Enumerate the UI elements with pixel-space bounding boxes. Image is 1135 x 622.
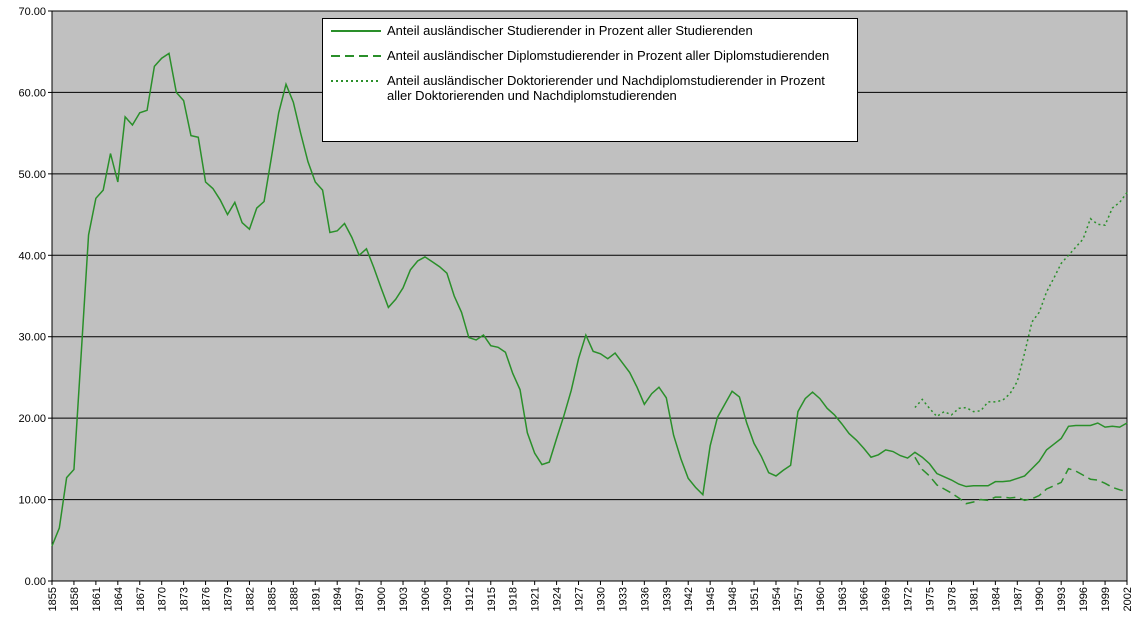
x-tick-label: 1969 xyxy=(881,587,893,611)
legend-label: Anteil ausländischer Diplomstudierender … xyxy=(387,48,830,63)
x-tick-label: 1882 xyxy=(244,587,256,611)
legend-label: Anteil ausländischer Doktorierender und … xyxy=(387,73,825,103)
x-tick-label: 1894 xyxy=(332,587,344,611)
x-tick-label: 1876 xyxy=(201,587,213,611)
x-tick-label: 1897 xyxy=(354,587,366,611)
x-tick-label: 1915 xyxy=(486,587,498,611)
y-tick-label: 70.00 xyxy=(18,6,46,18)
x-tick-label: 1858 xyxy=(69,587,81,611)
x-tick-label: 1891 xyxy=(310,587,322,611)
x-tick-label: 1864 xyxy=(113,587,125,611)
legend-entry: Anteil ausländischer Studierender in Pro… xyxy=(329,23,851,38)
x-tick-label: 1945 xyxy=(705,587,717,611)
x-tick-label: 1927 xyxy=(574,587,586,611)
x-tick-label: 1990 xyxy=(1034,587,1046,611)
x-tick-label: 1939 xyxy=(661,587,673,611)
x-tick-label: 1987 xyxy=(1012,587,1024,611)
x-tick-label: 1942 xyxy=(683,587,695,611)
x-tick-label: 1993 xyxy=(1056,587,1068,611)
x-tick-label: 1885 xyxy=(266,587,278,611)
x-tick-label: 1984 xyxy=(990,587,1002,611)
x-tick-label: 1954 xyxy=(771,587,783,611)
x-tick-label: 1861 xyxy=(91,587,103,611)
x-tick-label: 1918 xyxy=(508,587,520,611)
legend-swatch xyxy=(331,30,381,32)
y-tick-label: 50.00 xyxy=(18,169,46,181)
x-tick-label: 1936 xyxy=(639,587,651,611)
plot-border xyxy=(51,10,1128,582)
y-tick-label: 30.00 xyxy=(18,332,46,344)
x-tick-label: 1981 xyxy=(968,587,980,611)
x-tick-label: 1870 xyxy=(157,587,169,611)
x-tick-label: 1855 xyxy=(47,587,59,611)
x-tick-label: 1903 xyxy=(398,587,410,611)
series-line xyxy=(51,52,1128,547)
x-tick-label: 1996 xyxy=(1078,587,1090,611)
x-tick-label: 1948 xyxy=(727,587,739,611)
x-tick-label: 1867 xyxy=(135,587,147,611)
legend-swatch xyxy=(331,55,381,57)
x-tick-label: 1966 xyxy=(859,587,871,611)
x-tick-label: 1999 xyxy=(1100,587,1112,611)
legend-swatch xyxy=(331,80,381,82)
legend-entry: Anteil ausländischer Diplomstudierender … xyxy=(329,48,851,63)
legend-entry: Anteil ausländischer Doktorierender und … xyxy=(329,73,851,103)
x-tick-label: 1909 xyxy=(442,587,454,611)
x-tick-label: 1930 xyxy=(595,587,607,611)
x-tick-label: 1888 xyxy=(288,587,300,611)
x-tick-label: 2002 xyxy=(1122,587,1134,611)
x-tick-label: 1951 xyxy=(749,587,761,611)
x-tick-label: 1912 xyxy=(464,587,476,611)
x-tick-label: 1978 xyxy=(946,587,958,611)
x-tick-label: 1972 xyxy=(903,587,915,611)
x-tick-label: 1879 xyxy=(223,587,235,611)
y-tick-label: 20.00 xyxy=(18,413,46,425)
x-tick-label: 1921 xyxy=(530,587,542,611)
x-tick-label: 1963 xyxy=(837,587,849,611)
x-tick-label: 1906 xyxy=(420,587,432,611)
series-line xyxy=(914,192,1128,418)
x-tick-label: 1975 xyxy=(925,587,937,611)
y-tick-label: 40.00 xyxy=(18,250,46,262)
x-tick-label: 1957 xyxy=(793,587,805,611)
y-tick-label: 60.00 xyxy=(18,87,46,99)
x-tick-label: 1933 xyxy=(617,587,629,611)
x-tick-label: 1900 xyxy=(376,587,388,611)
legend-label: Anteil ausländischer Studierender in Pro… xyxy=(387,23,753,38)
series-line xyxy=(914,456,1128,505)
legend: Anteil ausländischer Studierender in Pro… xyxy=(322,18,858,142)
x-tick-label: 1873 xyxy=(179,587,191,611)
x-tick-label: 1924 xyxy=(552,587,564,611)
y-tick-label: 10.00 xyxy=(18,495,46,507)
x-tick-label: 1960 xyxy=(815,587,827,611)
y-tick-label: 0.00 xyxy=(25,576,46,588)
